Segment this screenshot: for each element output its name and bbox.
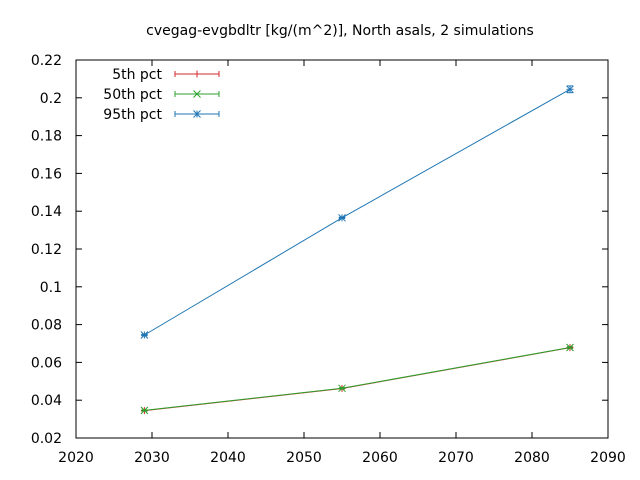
series-line (144, 88, 571, 336)
chart-title: cvegag-evgbdltr [kg/(m^2)], North asals,… (146, 23, 534, 39)
legend-marker (193, 70, 201, 78)
legend-marker (193, 110, 201, 118)
y-tick-label: 0.1 (40, 280, 62, 296)
x-tick-label: 2070 (438, 450, 474, 466)
legend-label: 50th pct (103, 87, 162, 103)
y-tick-label: 0.16 (31, 166, 62, 182)
x-tick-label: 2090 (590, 450, 626, 466)
y-tick-label: 0.08 (31, 318, 62, 334)
legend-label: 5th pct (112, 67, 162, 83)
y-tick-label: 0.02 (31, 431, 62, 447)
y-tick-label: 0.2 (40, 91, 62, 107)
y-tick-label: 0.18 (31, 129, 62, 145)
axes: 2020 2030 2040 2050 2060 2070 2080 2090 0.02 0.04… (31, 53, 626, 466)
y-tick-label: 0.06 (31, 355, 62, 371)
y-tick-label: 0.14 (31, 204, 62, 220)
series-line (144, 346, 571, 411)
legend: 5th pct 50th pct 95th pct (103, 67, 220, 123)
data-point (566, 343, 574, 352)
data-point (140, 406, 149, 415)
legend-label: 95th pct (103, 107, 162, 123)
x-tick-label: 2060 (362, 450, 398, 466)
legend-marker (193, 90, 201, 98)
y-tick-label: 0.22 (31, 53, 62, 69)
data-point (566, 85, 574, 94)
x-tick-label: 2080 (514, 450, 550, 466)
series-layer (140, 85, 574, 415)
data-point (140, 331, 149, 339)
x-tick-label: 2050 (286, 450, 322, 466)
y-tick-label: 0.04 (31, 393, 62, 409)
x-tick-label: 2020 (58, 450, 94, 466)
x-tick-label: 2040 (210, 450, 246, 466)
series-line (144, 347, 571, 412)
x-tick-label: 2030 (134, 450, 170, 466)
data-point (338, 384, 346, 393)
y-tick-label: 0.12 (31, 242, 62, 258)
data-point (338, 213, 346, 222)
